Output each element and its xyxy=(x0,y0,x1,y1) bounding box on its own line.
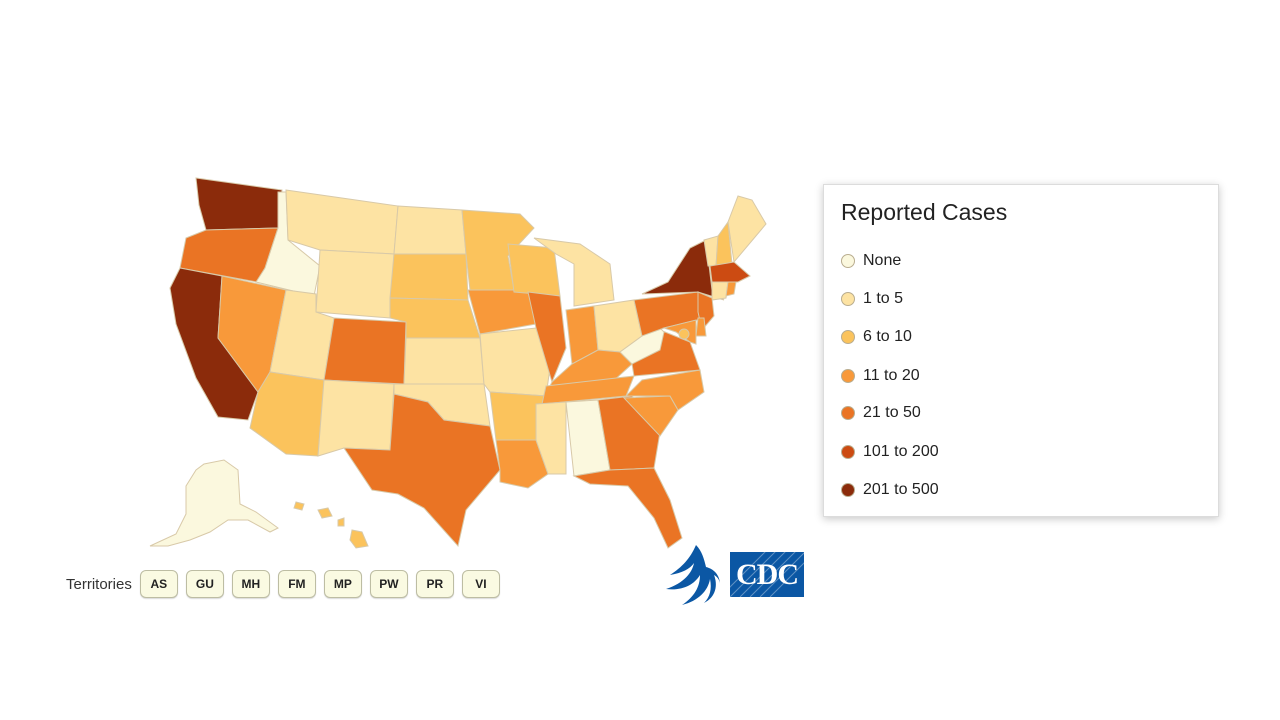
state-DE[interactable] xyxy=(695,317,707,337)
legend-item-6-to-10: 6 to 10 xyxy=(841,326,912,348)
territories-bar: Territories AS GU MH FM MP PW PR VI xyxy=(66,570,508,598)
territory-button-fm[interactable]: FM xyxy=(277,570,316,598)
eagle-icon xyxy=(666,545,720,605)
legend: Reported Cases None 1 to 5 6 to 10 11 to… xyxy=(823,184,1219,517)
legend-item-1-to-5: 1 to 5 xyxy=(841,288,903,310)
hhs-eagle-logo xyxy=(666,545,720,605)
state-HI[interactable] xyxy=(293,501,369,549)
legend-item-11-to-20: 11 to 20 xyxy=(841,365,920,387)
state-CO[interactable] xyxy=(323,317,407,385)
state-RI[interactable] xyxy=(725,281,737,297)
state-MS[interactable] xyxy=(535,401,567,475)
states-layer xyxy=(149,177,767,549)
legend-label: 21 to 50 xyxy=(863,404,921,421)
state-FL[interactable] xyxy=(572,467,683,549)
state-ND[interactable] xyxy=(393,205,467,255)
state-NC[interactable] xyxy=(624,369,705,411)
us-map xyxy=(149,177,767,549)
legend-item-201-to-500: 201 to 500 xyxy=(841,479,939,501)
territory-button-pr[interactable]: PR xyxy=(415,570,454,598)
state-CT[interactable] xyxy=(711,281,729,301)
state-TX[interactable] xyxy=(343,393,501,548)
legend-title: Reported Cases xyxy=(841,199,1008,225)
legend-label: 1 to 5 xyxy=(863,290,904,307)
cdc-logo-stripes xyxy=(730,552,804,597)
state-MN[interactable] xyxy=(461,209,535,291)
legend-item-21-to-50: 21 to 50 xyxy=(841,402,921,424)
state-NM[interactable] xyxy=(317,379,395,457)
state-MA[interactable] xyxy=(709,261,751,283)
legend-swatch xyxy=(841,406,855,420)
legend-label: 6 to 10 xyxy=(863,328,912,345)
state-IA[interactable] xyxy=(467,289,537,335)
legend-item-101-to-200: 101 to 200 xyxy=(841,441,939,463)
state-KS[interactable] xyxy=(403,337,485,385)
state-MI[interactable] xyxy=(533,237,615,307)
cdc-logo-text: CDC xyxy=(736,557,799,591)
territory-button-mp[interactable]: MP xyxy=(323,570,362,598)
legend-swatch xyxy=(841,445,855,459)
state-ME[interactable] xyxy=(727,195,767,264)
state-AK[interactable] xyxy=(149,459,279,547)
state-MT[interactable] xyxy=(285,189,399,255)
territory-button-mh[interactable]: MH xyxy=(231,570,270,598)
territory-button-gu[interactable]: GU xyxy=(185,570,224,598)
territories-label: Territories xyxy=(66,575,132,593)
legend-swatch xyxy=(841,330,855,344)
state-DC[interactable] xyxy=(678,328,690,340)
state-IL[interactable] xyxy=(527,291,567,384)
state-WA[interactable] xyxy=(195,177,283,231)
state-WY[interactable] xyxy=(315,249,395,319)
legend-swatch xyxy=(841,369,855,383)
legend-label: 11 to 20 xyxy=(863,367,920,384)
legend-label: 101 to 200 xyxy=(863,443,939,460)
legend-label: None xyxy=(863,252,902,269)
legend-item-none: None xyxy=(841,250,901,272)
legend-swatch xyxy=(841,292,855,306)
territory-button-pw[interactable]: PW xyxy=(369,570,408,598)
territory-button-vi[interactable]: VI xyxy=(461,570,500,598)
state-SD[interactable] xyxy=(389,253,469,301)
legend-swatch xyxy=(841,483,855,497)
legend-swatch xyxy=(841,254,855,268)
legend-label: 201 to 500 xyxy=(863,481,939,498)
cdc-logo: CDC xyxy=(730,552,804,597)
territory-button-as[interactable]: AS xyxy=(139,570,178,598)
